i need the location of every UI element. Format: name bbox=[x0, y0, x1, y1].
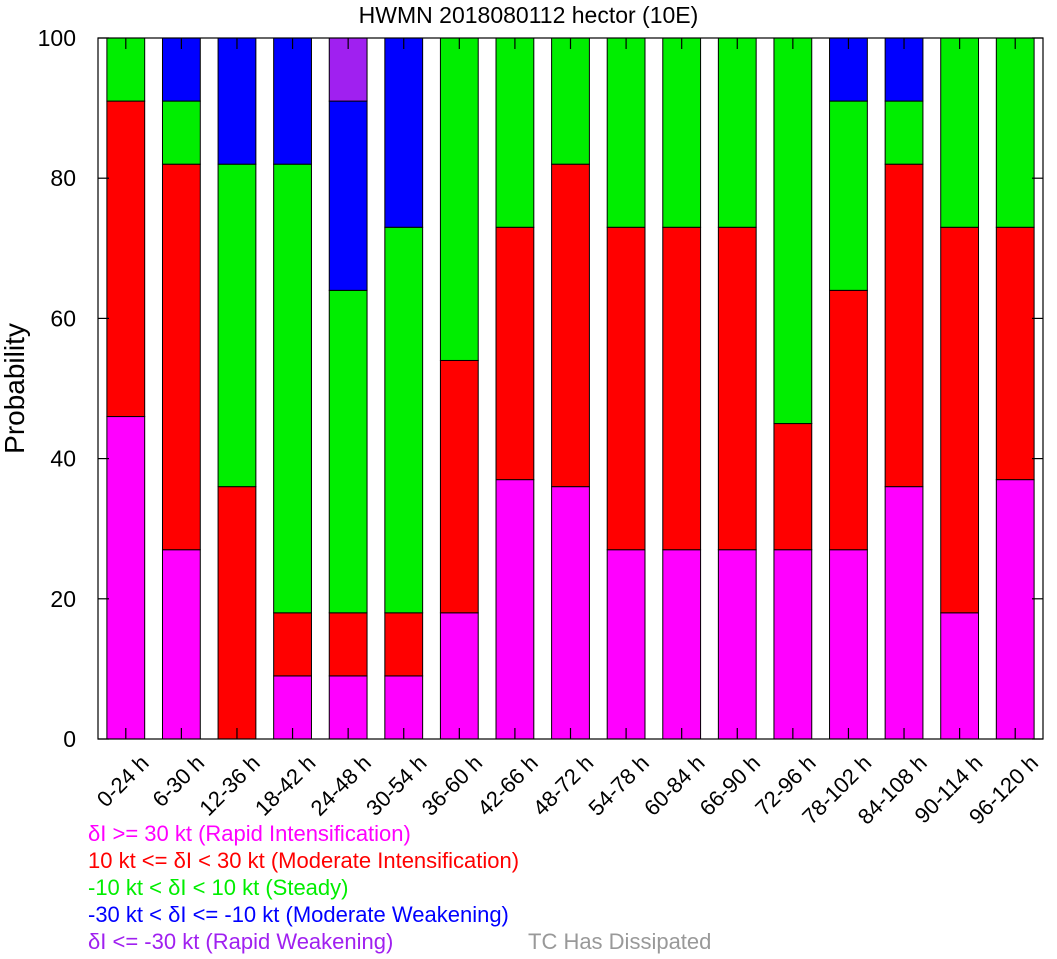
bar-segment bbox=[384, 612, 424, 677]
y-tick-label: 100 bbox=[38, 25, 76, 51]
x-tick-label: 42-66 h bbox=[472, 750, 542, 820]
bar-segment bbox=[829, 100, 868, 291]
bar-segment bbox=[829, 289, 868, 551]
bar-segment bbox=[384, 226, 424, 614]
x-tick-label: 12-36 h bbox=[194, 750, 264, 820]
bar-segment bbox=[773, 423, 813, 551]
y-axis-label: Probability bbox=[0, 323, 30, 454]
bar-segment bbox=[273, 37, 312, 165]
bar-segment bbox=[884, 100, 924, 165]
bar-segment bbox=[495, 479, 535, 740]
x-tick-label: 30-54 h bbox=[361, 750, 431, 820]
dissipated-note: TC Has Dissipated bbox=[528, 929, 712, 954]
bar-segment bbox=[773, 37, 813, 425]
bar-segment bbox=[662, 37, 702, 228]
bar-segment bbox=[551, 163, 590, 488]
bar-segment bbox=[328, 612, 368, 677]
bar-segment bbox=[495, 37, 535, 228]
x-tick-label: 60-84 h bbox=[639, 750, 709, 820]
bar-segment bbox=[606, 549, 646, 740]
y-tick-label: 80 bbox=[50, 165, 76, 191]
y-tick-label: 20 bbox=[50, 586, 76, 612]
x-tick-label: 36-60 h bbox=[417, 750, 487, 820]
bar-segment bbox=[606, 226, 646, 551]
bar-segment bbox=[995, 479, 1035, 740]
y-axis: 0 20 40 60 80 100 bbox=[38, 25, 1043, 752]
bar-segment bbox=[995, 226, 1035, 481]
bar-segment bbox=[995, 37, 1035, 228]
bar-segment bbox=[273, 612, 312, 677]
bar-segment bbox=[829, 549, 868, 740]
bar-segment bbox=[940, 226, 980, 614]
bar-segment bbox=[551, 37, 590, 165]
legend-entry: δI <= -30 kt (Rapid Weakening) bbox=[88, 929, 394, 954]
y-tick-label: 60 bbox=[50, 305, 76, 331]
bar-segment bbox=[273, 163, 312, 614]
bar-segment bbox=[106, 416, 146, 740]
bar-segment bbox=[884, 486, 924, 740]
bar-segment bbox=[662, 226, 702, 551]
x-tick-label: 0-24 h bbox=[92, 750, 154, 812]
y-tick-label: 40 bbox=[50, 446, 76, 472]
bar-segment bbox=[439, 359, 479, 614]
bar-segment bbox=[328, 100, 368, 291]
bars-group bbox=[106, 37, 1035, 740]
bar-segment bbox=[717, 226, 757, 551]
legend-entry: δI >= 30 kt (Rapid Intensification) bbox=[88, 821, 411, 846]
bar-segment bbox=[717, 37, 757, 228]
bar-segment bbox=[161, 100, 201, 165]
bar-segment bbox=[161, 163, 201, 551]
x-tick-label: 54-78 h bbox=[583, 750, 653, 820]
bar-segment bbox=[717, 549, 757, 740]
x-tick-label: 48-72 h bbox=[528, 750, 598, 820]
bar-segment bbox=[161, 549, 201, 740]
bar-segment bbox=[328, 289, 368, 614]
chart-title: HWMN 2018080112 hector (10E) bbox=[358, 2, 699, 28]
bar-segment bbox=[439, 37, 479, 361]
bar-segment bbox=[606, 37, 646, 228]
x-tick-label: 24-48 h bbox=[306, 750, 376, 820]
bar-segment bbox=[884, 163, 924, 488]
bar-segment bbox=[217, 486, 257, 740]
bar-segment bbox=[940, 612, 980, 740]
bar-segment bbox=[940, 37, 980, 228]
bar-segment bbox=[439, 612, 479, 740]
bar-segment bbox=[773, 549, 813, 740]
bar-segment bbox=[217, 37, 257, 165]
bar-segment bbox=[495, 226, 535, 481]
bar-segment bbox=[551, 486, 590, 740]
x-tick-label: 18-42 h bbox=[250, 750, 320, 820]
y-tick-label: 0 bbox=[63, 726, 76, 752]
legend: δI >= 30 kt (Rapid Intensification) 10 kt… bbox=[88, 820, 788, 955]
bar-segment bbox=[217, 163, 257, 488]
legend-entry: -10 kt < δI < 10 kt (Steady) bbox=[88, 875, 349, 900]
bar-segment bbox=[106, 100, 146, 418]
x-tick-label: 66-90 h bbox=[695, 750, 765, 820]
bar-segment bbox=[662, 549, 702, 740]
legend-entry: 10 kt <= δI < 30 kt (Moderate Intensific… bbox=[88, 848, 520, 873]
bar-segment bbox=[384, 37, 424, 228]
legend-entry: -30 kt < δI <= -10 kt (Moderate Weakenin… bbox=[88, 902, 509, 927]
